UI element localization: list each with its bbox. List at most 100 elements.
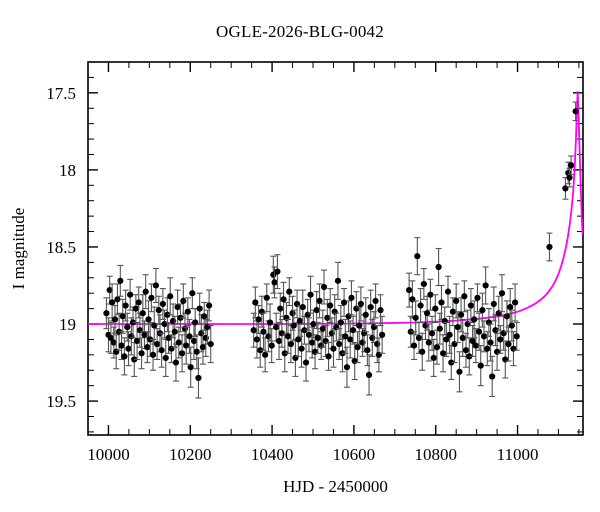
data-point-marker xyxy=(154,340,161,348)
data-point-with-errorbar xyxy=(367,289,374,325)
data-point-with-errorbar xyxy=(334,261,342,300)
data-point-with-errorbar xyxy=(409,280,416,319)
data-point-with-errorbar xyxy=(307,275,314,314)
data-point-with-errorbar xyxy=(472,328,479,364)
data-point-marker xyxy=(562,185,569,192)
data-point-marker xyxy=(125,345,132,352)
data-point-marker xyxy=(274,268,281,275)
data-point-with-errorbar xyxy=(479,292,486,328)
data-point-marker xyxy=(467,302,475,309)
data-point-marker xyxy=(430,354,437,362)
data-point-marker xyxy=(268,342,275,349)
page-title: OGLE-2026-BLG-0042 xyxy=(216,22,384,41)
data-point-marker xyxy=(412,314,419,321)
data-point-marker xyxy=(472,342,479,349)
data-point-with-errorbar xyxy=(343,346,351,388)
data-point-marker xyxy=(271,279,278,286)
data-point-marker xyxy=(322,337,329,345)
data-point-with-errorbar xyxy=(362,297,369,333)
data-point-marker xyxy=(379,331,386,338)
data-point-with-errorbar xyxy=(415,321,423,354)
data-point-marker xyxy=(296,317,304,325)
data-point-with-errorbar xyxy=(446,315,453,354)
data-point-with-errorbar xyxy=(462,332,470,368)
data-point-marker xyxy=(347,336,354,343)
x-tick-label: 10000 xyxy=(87,445,130,464)
data-point-marker xyxy=(165,334,172,341)
data-point-marker xyxy=(110,339,117,346)
data-point-with-errorbar xyxy=(428,315,436,351)
data-point-with-errorbar xyxy=(435,247,442,287)
data-point-marker xyxy=(367,303,374,311)
data-point-marker xyxy=(151,322,158,329)
data-point-marker xyxy=(492,327,499,334)
data-point-with-errorbar xyxy=(566,167,573,188)
data-point-with-errorbar xyxy=(302,343,310,382)
data-point-with-errorbar xyxy=(270,255,277,294)
data-point-with-errorbar xyxy=(195,357,202,399)
data-point-marker xyxy=(189,290,196,297)
data-point-marker xyxy=(155,307,162,314)
data-point-with-errorbar xyxy=(196,292,203,325)
y-tick-label: 19.5 xyxy=(46,392,76,411)
y-tick-label: 17.5 xyxy=(46,84,76,103)
data-point-marker xyxy=(152,282,160,289)
data-point-marker xyxy=(490,300,497,308)
data-point-with-errorbar xyxy=(263,283,270,313)
data-point-with-errorbar xyxy=(250,312,257,348)
data-point-marker xyxy=(196,305,203,312)
data-point-marker xyxy=(566,174,573,181)
data-point-marker xyxy=(122,302,129,309)
data-point-marker xyxy=(174,303,181,311)
data-point-with-errorbar xyxy=(467,288,475,324)
data-point-marker xyxy=(572,108,579,115)
data-point-marker xyxy=(498,290,506,297)
data-point-marker xyxy=(158,347,165,354)
data-point-marker xyxy=(466,353,473,360)
data-point-marker xyxy=(508,322,515,329)
data-point-with-errorbar xyxy=(348,280,355,316)
data-point-marker xyxy=(356,322,363,329)
data-point-with-errorbar xyxy=(459,318,466,357)
data-point-with-errorbar xyxy=(417,288,424,324)
data-point-with-errorbar xyxy=(425,323,432,362)
axis-labels-group: 10000 10200 10400 10600 10800 11000 17.5 18 18.5… xyxy=(9,84,538,496)
data-point-marker xyxy=(307,291,314,298)
data-points-group xyxy=(103,101,579,399)
data-point-with-errorbar xyxy=(114,283,121,316)
data-point-with-errorbar xyxy=(142,274,149,310)
data-point-marker xyxy=(111,316,119,323)
data-point-marker xyxy=(546,243,553,251)
data-point-with-errorbar xyxy=(286,277,293,307)
data-point-with-errorbar xyxy=(513,321,520,351)
data-point-marker xyxy=(333,324,340,331)
data-point-marker xyxy=(287,340,295,348)
data-point-with-errorbar xyxy=(330,329,337,368)
data-point-marker xyxy=(309,339,316,346)
data-point-marker xyxy=(417,302,424,309)
data-point-marker xyxy=(415,334,423,341)
data-point-marker xyxy=(302,359,310,366)
data-point-marker xyxy=(407,328,414,335)
data-point-with-errorbar xyxy=(133,321,141,361)
data-point-marker xyxy=(135,299,142,306)
data-point-marker xyxy=(474,294,481,301)
data-point-marker xyxy=(205,302,213,309)
data-point-with-errorbar xyxy=(482,266,489,305)
data-point-with-errorbar xyxy=(257,332,264,368)
data-point-marker xyxy=(436,325,443,332)
data-point-with-errorbar xyxy=(474,283,481,313)
data-point-marker xyxy=(168,345,175,352)
data-point-with-errorbar xyxy=(172,343,180,382)
data-point-with-errorbar xyxy=(274,254,281,290)
data-point-marker xyxy=(420,280,427,288)
data-point-marker xyxy=(354,344,361,351)
data-point-with-errorbar xyxy=(268,328,275,364)
data-point-marker xyxy=(370,324,378,331)
data-point-with-errorbar xyxy=(451,325,458,364)
data-point-with-errorbar xyxy=(430,338,437,377)
data-point-marker xyxy=(286,288,293,295)
data-point-marker xyxy=(186,333,193,340)
data-point-marker xyxy=(141,331,148,338)
data-point-marker xyxy=(340,299,348,306)
